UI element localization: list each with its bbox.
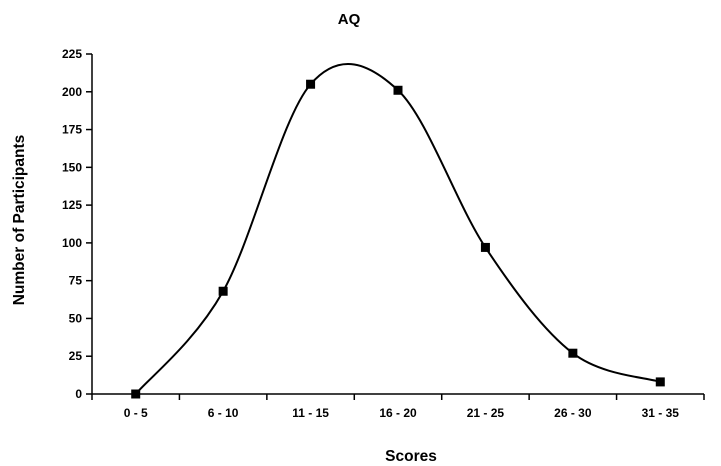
x-tick-label: 6 - 10 xyxy=(208,406,239,420)
y-tick-label: 100 xyxy=(62,236,82,250)
x-axis-label: Scores xyxy=(385,448,437,465)
y-tick-label: 225 xyxy=(62,47,82,61)
y-tick-label: 50 xyxy=(69,311,83,325)
data-point-marker xyxy=(480,242,490,252)
data-point-marker xyxy=(655,377,665,387)
y-tick-label: 75 xyxy=(69,274,83,288)
data-point-marker xyxy=(131,389,141,399)
series-line xyxy=(134,63,661,395)
series xyxy=(131,63,665,399)
y-ticks: 0 25 50 75 100 125 150 175 200 225 xyxy=(62,47,92,401)
y-tick-label: 200 xyxy=(62,85,82,99)
data-point-marker xyxy=(568,348,578,358)
y-tick-label: 25 xyxy=(69,349,83,363)
y-tick-label: 150 xyxy=(62,160,82,174)
y-tick-label: 0 xyxy=(75,387,82,401)
y-axis-label: Number of Participants xyxy=(11,135,28,306)
data-point-marker xyxy=(393,85,403,95)
x-ticks: 0 - 5 6 - 10 11 - 15 16 - 20 21 - 25 26 - 30 3… xyxy=(91,394,705,420)
x-tick-label: 0 - 5 xyxy=(124,406,148,420)
x-tick-label: 11 - 15 xyxy=(292,406,329,420)
x-tick-label: 21 - 25 xyxy=(467,406,505,420)
data-point-marker xyxy=(306,79,316,89)
x-tick-label: 26 - 30 xyxy=(554,406,592,420)
chart-title: AQ xyxy=(338,11,361,28)
data-point-marker xyxy=(218,286,228,296)
y-tick-label: 125 xyxy=(62,198,82,212)
y-tick-label: 175 xyxy=(62,123,82,137)
x-tick-label: 16 - 20 xyxy=(379,406,417,420)
x-tick-label: 31 - 35 xyxy=(642,406,680,420)
